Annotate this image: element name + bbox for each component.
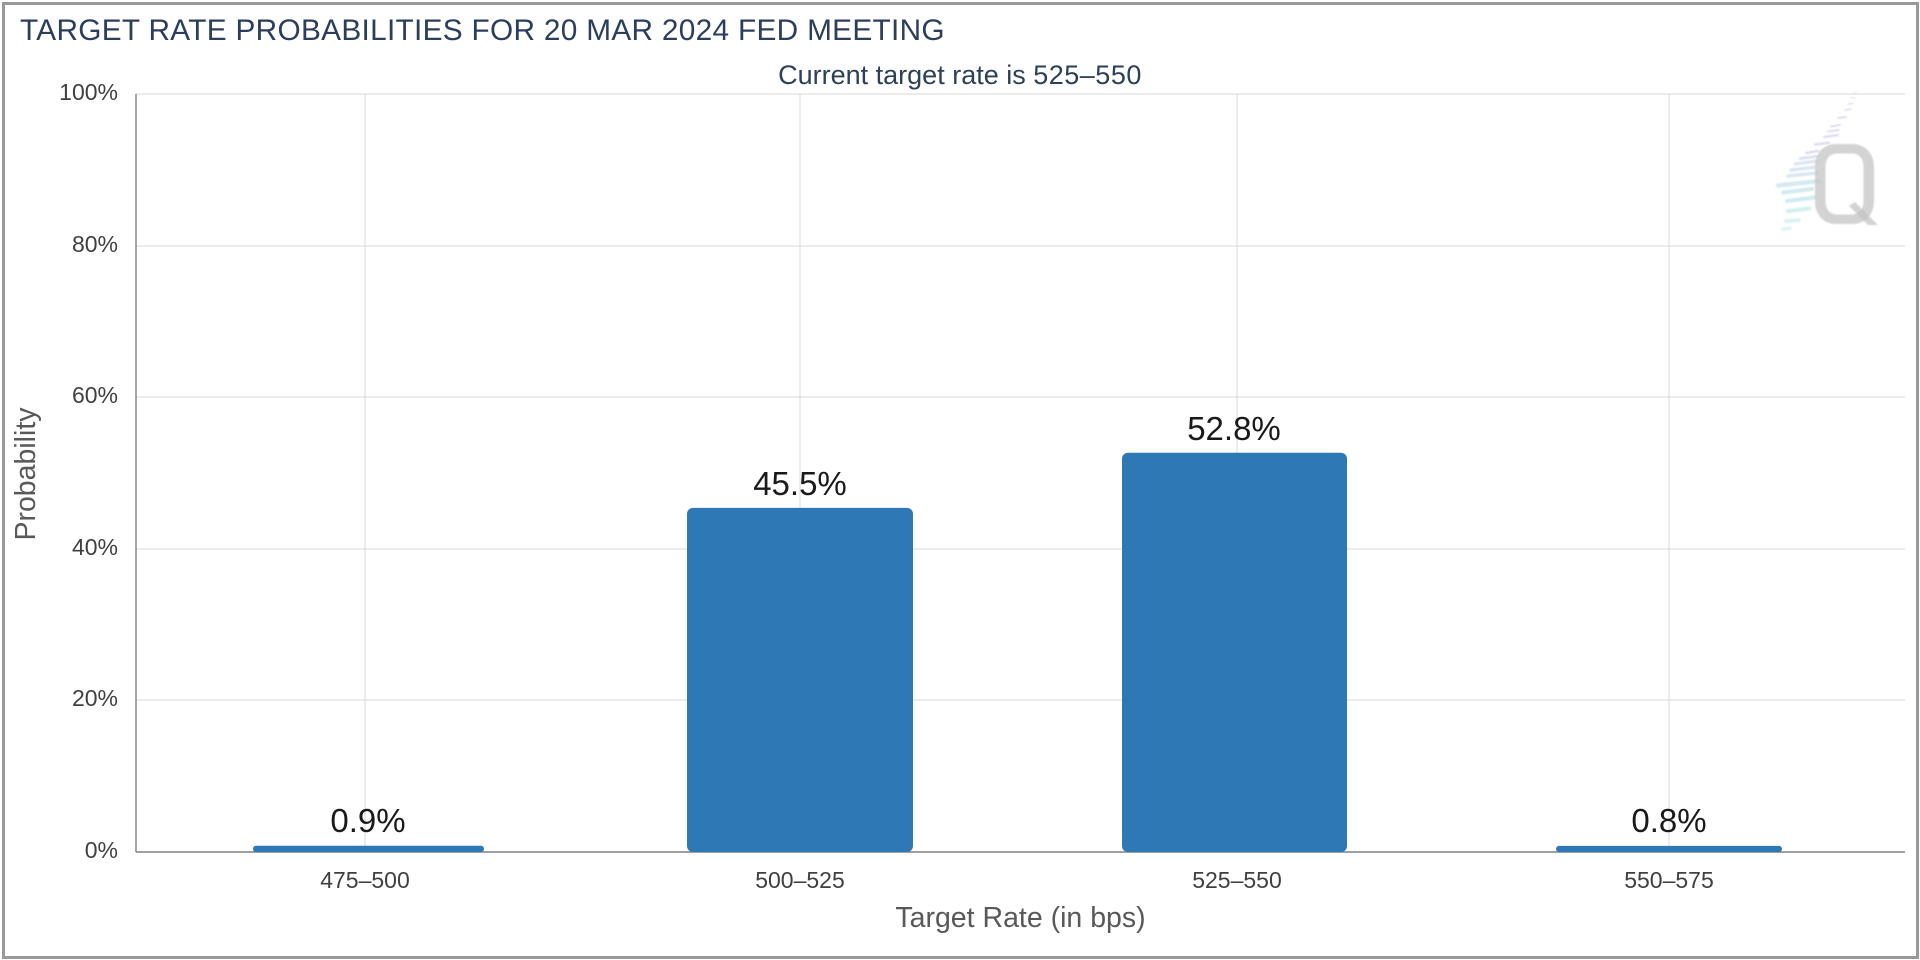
svg-text:100%: 100%: [59, 79, 118, 105]
svg-text:52.8%: 52.8%: [1187, 410, 1281, 447]
svg-text:0.8%: 0.8%: [1631, 802, 1706, 839]
svg-text:80%: 80%: [72, 231, 118, 257]
svg-text:475–500: 475–500: [320, 867, 410, 893]
svg-text:550–575: 550–575: [1624, 867, 1714, 893]
svg-text:0.9%: 0.9%: [330, 802, 405, 839]
svg-text:500–525: 500–525: [755, 867, 845, 893]
svg-text:45.5%: 45.5%: [753, 465, 847, 502]
svg-text:0%: 0%: [85, 837, 118, 863]
svg-text:525–550: 525–550: [1192, 867, 1282, 893]
svg-text:20%: 20%: [72, 685, 118, 711]
svg-text:40%: 40%: [72, 534, 118, 560]
svg-text:60%: 60%: [72, 382, 118, 408]
